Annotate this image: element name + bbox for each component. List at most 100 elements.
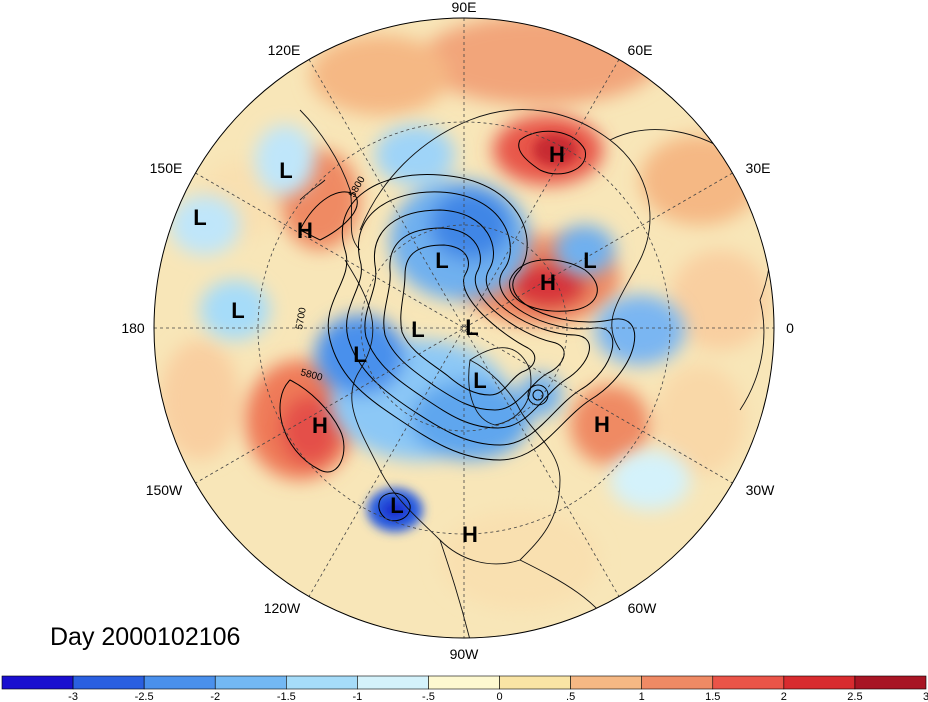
colorbar-tick-label: -1 [352, 691, 362, 702]
date-title: Day 2000102106 [50, 623, 240, 651]
lon-label-30e: 30E [746, 160, 771, 176]
contour-baja-low [378, 492, 411, 522]
lon-label-90w: 90W [450, 646, 480, 662]
low-center: L [193, 205, 206, 230]
lon-label-120w: 120W [264, 600, 301, 616]
north-america-coast [344, 259, 561, 565]
high-center: H [312, 413, 328, 438]
cold-anomaly [410, 380, 530, 460]
contour-5700 [346, 191, 614, 446]
cold-anomaly [518, 373, 562, 417]
lon-label-120e: 120E [268, 42, 301, 58]
warm-anomaly [533, 134, 577, 166]
cold-anomaly [430, 190, 510, 260]
contour-label: 5700 [294, 306, 309, 330]
colorbar-tick-label: -2.5 [135, 691, 154, 702]
meridian-60e-120w [308, 59, 620, 597]
meridian-120e-60w [308, 59, 620, 597]
colorbar-tick-label: 0 [496, 691, 502, 702]
contour-inner-3 [400, 244, 536, 396]
cold-anomaly [381, 500, 409, 520]
lon-label-60e: 60E [628, 42, 653, 58]
cold-anomaly [200, 280, 270, 340]
low-center: L [583, 248, 596, 273]
africa-coast [739, 299, 765, 411]
colorbar-tick-label: .5 [566, 691, 575, 702]
colorbar: -3 -2.5 -2 -1.5 -1 -.5 0 .5 1 1.5 2 2.5 3 [1, 675, 928, 702]
colorbar-swatch [570, 675, 642, 690]
high-center: H [549, 142, 565, 167]
lon-label-0: 0 [786, 320, 794, 336]
japan-coast [299, 179, 326, 201]
cold-anomaly [255, 125, 315, 195]
high-center: H [297, 218, 313, 243]
colorbar-swatch [286, 675, 358, 690]
low-center: L [231, 298, 244, 323]
colorbar-tick-label: -.5 [422, 691, 435, 702]
asia-east-coast [299, 109, 361, 251]
low-center: L [353, 342, 366, 367]
colorbar-tick-label: 2.5 [847, 691, 862, 702]
colorbar-swatch [854, 675, 927, 690]
lon-label-30w: 30W [746, 482, 776, 498]
meridian-30e-150w [195, 172, 733, 484]
colorbar-tick-label: 1.5 [705, 691, 720, 702]
colorbar-swatch [72, 675, 145, 690]
contour-ridge-asia [299, 191, 358, 241]
cold-anomaly [555, 225, 615, 275]
cold-anomaly [610, 450, 690, 510]
contour-ridge-pacific [279, 379, 345, 473]
contour-ridge-europe [518, 130, 586, 175]
warm-anomaly [310, 35, 450, 115]
high-center: H [594, 412, 610, 437]
contour-europe-high [509, 259, 598, 312]
lon-label-150e: 150E [150, 160, 183, 176]
cold-anomaly [170, 195, 240, 255]
lon-label-60w: 60W [628, 600, 658, 616]
warm-anomaly [670, 250, 770, 350]
colorbar-swatch [214, 675, 287, 690]
low-center: L [390, 493, 403, 518]
high-center: H [540, 270, 556, 295]
colorbar-tick-label: 1 [639, 691, 645, 702]
warm-anomaly [640, 135, 760, 225]
colorbar-swatch [357, 675, 429, 690]
colorbar-tick-label: 2 [781, 691, 787, 702]
latitude-circle [360, 224, 568, 432]
low-center: L [279, 158, 292, 183]
colorbar-tick-label: -3 [68, 691, 78, 702]
colorbar-swatch [428, 675, 500, 690]
globe-outline [153, 17, 775, 639]
colorbar-swatch [143, 675, 216, 690]
low-center: L [435, 248, 448, 273]
warm-anomaly [508, 260, 588, 310]
colorbar-swatch [783, 675, 856, 690]
lon-label-150w: 150W [146, 482, 183, 498]
cold-anomaly [375, 125, 455, 185]
central-america-coast [439, 539, 471, 638]
colorbar-swatch [1, 675, 74, 690]
lon-label-180: 180 [121, 320, 145, 336]
warm-anomaly [420, 18, 660, 105]
eurasia-coast [359, 109, 651, 351]
contour-small-low [527, 384, 549, 406]
meridian-150e-30w [195, 172, 733, 484]
low-center: L [411, 317, 424, 342]
colorbar-tick-label: -1.5 [277, 691, 296, 702]
warm-anomaly [655, 365, 745, 475]
contour-inner-2 [383, 227, 565, 411]
contour-5800 [327, 173, 636, 461]
greenland-coast [468, 347, 532, 426]
lon-label-90e: 90E [452, 0, 477, 15]
cold-anomaly [595, 295, 685, 365]
high-center: H [462, 522, 478, 547]
low-center: L [473, 368, 486, 393]
colorbar-swatch [641, 675, 714, 690]
colorbar-swatch [499, 675, 571, 690]
warm-anomaly [570, 385, 650, 465]
contour-inner-1 [364, 209, 590, 429]
low-center: L [465, 315, 478, 340]
longitude-labels: 90E 120E 60E 150E 30E 180 0 150W 30W 120… [121, 0, 794, 662]
warm-anomaly [280, 395, 340, 465]
